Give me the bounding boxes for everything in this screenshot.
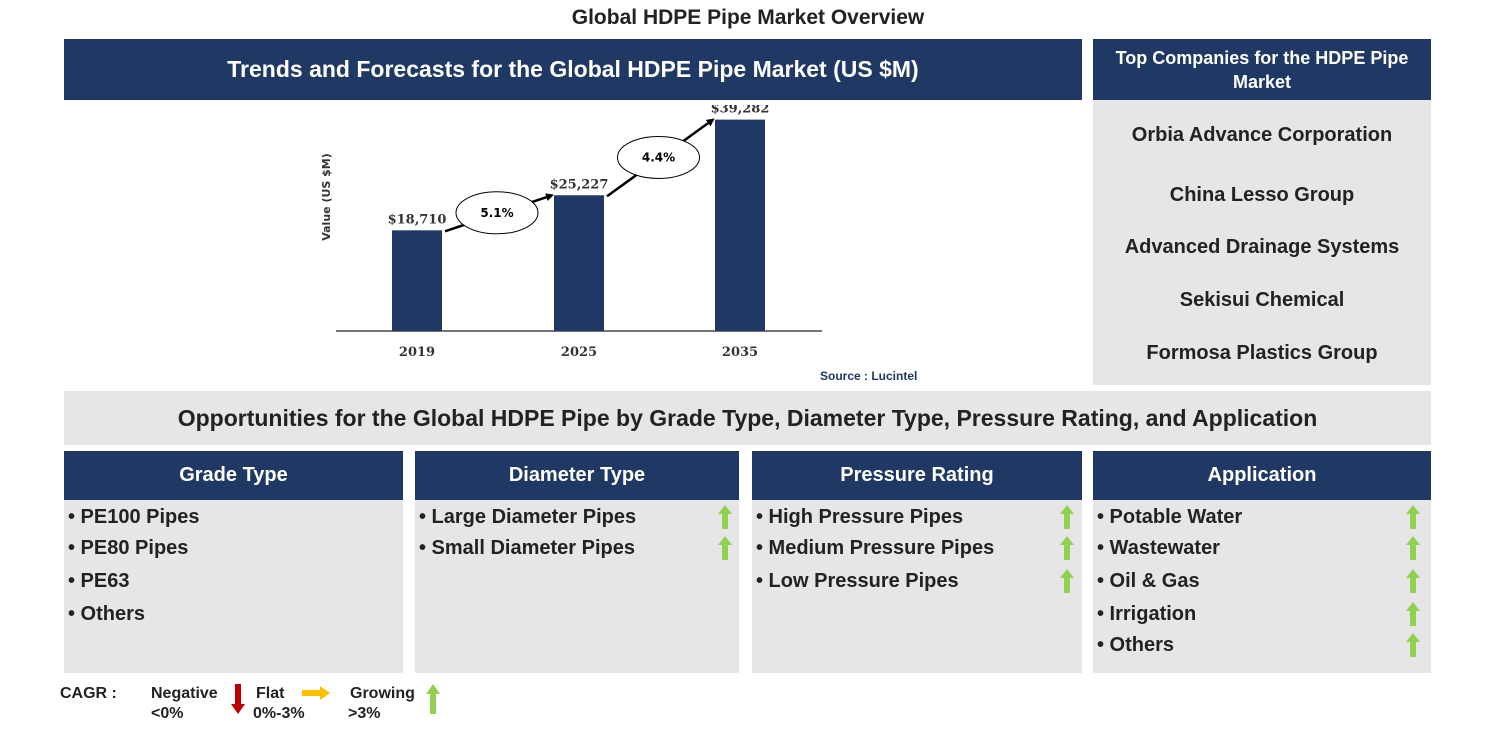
cagr-label: 5.1% bbox=[480, 206, 513, 220]
segment-item: • PE63 bbox=[68, 570, 130, 592]
page-title: Global HDPE Pipe Market Overview bbox=[571, 6, 925, 29]
up-arrow-icon bbox=[426, 684, 440, 714]
legend-flat-range: 0%-3% bbox=[253, 705, 305, 722]
up-arrow-icon bbox=[1406, 505, 1420, 529]
source-note: Source : Lucintel bbox=[820, 369, 918, 383]
segment-header: Diameter Type bbox=[415, 451, 739, 500]
segment-item: • High Pressure Pipes bbox=[756, 506, 964, 528]
up-arrow-icon bbox=[1406, 633, 1420, 657]
x-tick-label: 2025 bbox=[561, 345, 597, 360]
segment-item: • Small Diameter Pipes bbox=[419, 537, 635, 559]
legend-flat-name: Flat bbox=[256, 685, 285, 702]
segment-item: • Oil & Gas bbox=[1097, 570, 1200, 592]
segment-item: • PE80 Pipes bbox=[68, 537, 189, 559]
x-tick-label: 2019 bbox=[399, 345, 435, 360]
segment-panel: • High Pressure Pipes • Medium Pressure P… bbox=[752, 500, 1082, 673]
up-arrow-icon bbox=[718, 536, 732, 560]
up-arrow-icon bbox=[1406, 569, 1420, 593]
bar-2035 bbox=[715, 119, 765, 331]
segment-header: Application bbox=[1093, 451, 1431, 500]
segment-item: • Others bbox=[68, 603, 146, 625]
segment-panel: • Potable Water • Wastewater • Oil & Gas • … bbox=[1093, 500, 1431, 673]
segment-item: • Large Diameter Pipes bbox=[419, 506, 637, 528]
cagr-legend: CAGR : Negative <0% Flat 0%-3% Growing >… bbox=[0, 680, 600, 730]
legend-negative-name: Negative bbox=[151, 685, 218, 702]
up-arrow-icon bbox=[1406, 536, 1420, 560]
right-arrow-icon bbox=[302, 686, 330, 700]
legend-negative-range: <0% bbox=[151, 705, 184, 722]
segment-header: Pressure Rating bbox=[752, 451, 1082, 500]
data-label: $25,227 bbox=[550, 177, 609, 192]
up-arrow-icon bbox=[718, 505, 732, 529]
companies-panel: Orbia Advance Corporation China Lesso Gr… bbox=[1093, 100, 1431, 385]
down-arrow-icon bbox=[231, 684, 245, 714]
company-item: Formosa Plastics Group bbox=[1146, 342, 1378, 364]
y-axis-label: Value (US $M) bbox=[320, 153, 333, 241]
up-arrow-icon bbox=[1060, 569, 1074, 593]
segment-panel: • PE100 Pipes • PE80 Pipes • PE63 • Others bbox=[64, 500, 456, 673]
cagr-bubble bbox=[455, 191, 539, 235]
company-item: Orbia Advance Corporation bbox=[1131, 124, 1393, 146]
segment-item: • Others bbox=[1097, 634, 1175, 656]
trend-header: Trends and Forecasts for the Global HDPE… bbox=[64, 39, 1082, 100]
segment-item: • Low Pressure Pipes bbox=[756, 570, 959, 592]
bar-2019 bbox=[392, 230, 442, 331]
segment-panel: • Large Diameter Pipes • Small Diameter P… bbox=[415, 500, 739, 673]
data-label: $39,282 bbox=[711, 105, 770, 117]
segment-item: • Wastewater bbox=[1097, 537, 1220, 559]
opportunities-header: Opportunities for the Global HDPE Pipe b… bbox=[64, 391, 1431, 445]
data-label: $18,710 bbox=[388, 212, 447, 227]
segment-item: • Medium Pressure Pipes bbox=[756, 537, 995, 559]
bar-2025 bbox=[554, 195, 604, 331]
market-bar-chart: Value (US $M) $18,710 2019 $25,227 2025 $39,… bbox=[320, 105, 822, 360]
legend-label: CAGR : bbox=[60, 685, 117, 702]
cagr-label: 4.4% bbox=[642, 150, 675, 164]
legend-growing-range: >3% bbox=[348, 705, 381, 722]
x-tick-label: 2035 bbox=[722, 345, 758, 360]
company-item: Advanced Drainage Systems bbox=[1124, 236, 1400, 258]
segment-header: Grade Type bbox=[64, 451, 403, 500]
segment-item: • PE100 Pipes bbox=[68, 506, 200, 528]
segment-item: • Potable Water bbox=[1097, 506, 1243, 528]
company-item: Sekisui Chemical bbox=[1179, 289, 1345, 311]
up-arrow-icon bbox=[1060, 536, 1074, 560]
cagr-bubble bbox=[617, 135, 700, 179]
up-arrow-icon bbox=[1406, 602, 1420, 626]
segment-item: • Irrigation bbox=[1097, 603, 1197, 625]
company-item: China Lesso Group bbox=[1169, 184, 1355, 206]
companies-header: Top Companies for the HDPE Pipe Market bbox=[1093, 39, 1431, 100]
legend-growing-name: Growing bbox=[350, 685, 415, 702]
up-arrow-icon bbox=[1060, 505, 1074, 529]
